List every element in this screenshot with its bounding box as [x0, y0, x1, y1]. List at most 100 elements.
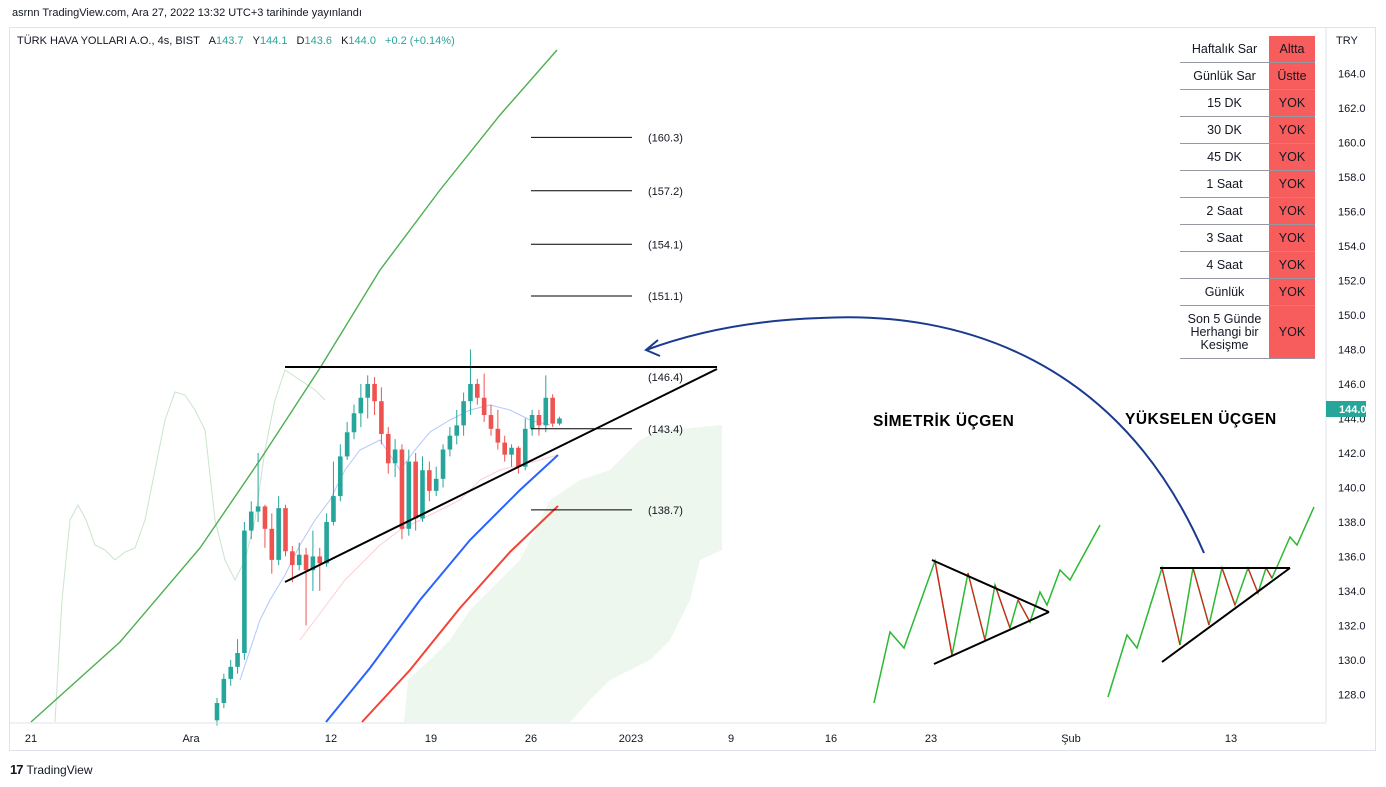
price-tick-label: 162.0 — [1338, 103, 1366, 115]
candle-body — [262, 506, 268, 529]
candle-body — [495, 428, 501, 443]
fib-level-label: (151.1) — [648, 291, 683, 303]
candle-body — [269, 528, 275, 560]
support-line — [284, 368, 718, 583]
sar-row: 15 DK YOK — [1180, 89, 1315, 117]
asc-tri-red-leg-2 — [1192, 567, 1210, 626]
sym-tri-lower-line — [933, 611, 1050, 665]
candle-body — [502, 442, 507, 455]
sym-tri-green-path — [873, 524, 1101, 704]
sar-row-status: Altta — [1269, 36, 1315, 63]
curved-arrow — [644, 316, 1205, 554]
last-price-badge: 144.0 — [1326, 401, 1367, 417]
fib-level-label: (157.2) — [648, 186, 683, 198]
time-tick-label: 26 — [525, 733, 537, 745]
symmetric-triangle-illustration — [873, 524, 1101, 704]
sma-red-line — [361, 505, 559, 723]
candle-body — [543, 397, 549, 426]
candle-body — [248, 511, 254, 531]
tradingview-logo-icon: 17 — [10, 762, 24, 777]
candle-body — [338, 456, 343, 497]
sar-row-label: 15 DK — [1180, 89, 1269, 117]
candle-body — [516, 447, 521, 467]
sar-row-status: YOK — [1269, 251, 1315, 279]
sar-row: Günlük Sar Üstte — [1180, 62, 1315, 90]
sym-tri-red-leg-3 — [994, 584, 1011, 629]
candle-body — [242, 530, 247, 654]
candle-body — [406, 461, 412, 529]
time-tick-label: 16 — [825, 733, 837, 745]
candle-body — [331, 496, 336, 522]
sar-row-status: YOK — [1269, 170, 1315, 198]
candle-body — [399, 449, 405, 529]
sar-row-status: YOK — [1269, 197, 1315, 225]
candle-body — [365, 383, 370, 398]
candle-body — [276, 508, 281, 560]
candle-body — [440, 449, 446, 479]
sar-status-table: Haftalık Sar Altta Günlük Sar Üstte 15 DK YOK… — [1180, 36, 1315, 359]
currency-label: TRY — [1336, 35, 1358, 47]
sar-row-label: Günlük — [1180, 278, 1269, 306]
price-axis[interactable]: 128.0 130.0 132.0 134.0 136.0 138.0 140.0 142.0… — [1338, 69, 1366, 702]
sym-tri-red-leg-1 — [934, 560, 953, 656]
sar-row-status: YOK — [1269, 143, 1315, 171]
triangle-trendlines — [284, 366, 718, 583]
ichimoku-conversion-line — [299, 454, 559, 641]
ichimoku-layer — [54, 369, 722, 723]
footer-branding[interactable]: 17 TradingView — [10, 762, 93, 777]
ascending-triangle-title: YÜKSELEN ÜÇGEN — [1125, 411, 1277, 428]
candle-body — [536, 415, 542, 426]
candle-body — [379, 401, 384, 434]
candle-body — [303, 554, 309, 571]
sar-row-status: YOK — [1269, 89, 1315, 117]
sma-blue-line — [325, 454, 559, 723]
candle-body — [529, 415, 535, 429]
candle-body — [310, 556, 316, 571]
last-price-badge-bg — [1326, 401, 1366, 417]
published-header: asrnn TradingView.com, Ara 27, 2022 13:3… — [12, 7, 362, 19]
sar-row: Son 5 Günde Herhangi bir Kesişme YOK — [1180, 305, 1315, 359]
asc-tri-red-leg-5 — [1265, 567, 1273, 579]
low-label: D — [296, 35, 305, 47]
candle-body — [550, 397, 555, 424]
price-tick-label: 132.0 — [1338, 620, 1366, 632]
candle-body — [344, 432, 350, 457]
fib-level-label: (138.7) — [648, 505, 683, 517]
candle-body — [317, 556, 323, 564]
ichimoku-lagging-span — [54, 369, 326, 723]
time-axis[interactable]: 21 Ara 12 19 26 2023 9 16 23 Şub 13 — [25, 733, 1237, 745]
price-tick-label: 140.0 — [1338, 482, 1366, 494]
sar-row-label: 4 Saat — [1180, 251, 1269, 279]
candle-body — [385, 433, 391, 464]
tradingview-brand: TradingView — [26, 762, 93, 777]
asc-tri-red-leg-4 — [1247, 567, 1259, 594]
fib-level-label: (160.3) — [648, 132, 683, 144]
sar-row-label: Haftalık Sar — [1180, 36, 1269, 63]
candlesticks — [214, 349, 562, 726]
sar-row: 4 Saat YOK — [1180, 251, 1315, 279]
time-tick-label: 21 — [25, 733, 37, 745]
asc-tri-red-leg-1 — [1161, 567, 1181, 646]
open-value: 143.7 — [216, 35, 244, 47]
close-value: 144.0 — [348, 35, 376, 47]
sar-row-label: Son 5 Günde Herhangi bir Kesişme — [1180, 305, 1269, 359]
candle-body — [427, 470, 432, 491]
sym-tri-upper-line — [931, 559, 1050, 613]
price-tick-label: 134.0 — [1338, 586, 1366, 598]
price-tick-label: 128.0 — [1338, 689, 1366, 701]
ichimoku-base-line — [239, 404, 551, 681]
sym-tri-red-leg-2 — [967, 572, 986, 641]
fibonacci-levels: (160.3) (157.2) (154.1) (151.1) (146.4) (143.… — [531, 132, 683, 517]
sar-row-label: 45 DK — [1180, 143, 1269, 171]
ichimoku-cloud — [404, 425, 722, 722]
price-tick-label: 150.0 — [1338, 310, 1366, 322]
candle-body — [509, 447, 514, 455]
price-tick-label: 142.0 — [1338, 448, 1366, 460]
sar-row: Haftalık Sar Altta — [1180, 36, 1315, 63]
chart-frame — [9, 27, 1376, 751]
candle-body — [475, 383, 480, 398]
fib-level-label: (143.4) — [648, 424, 683, 436]
candle-body — [214, 703, 220, 721]
sar-row-status: YOK — [1269, 116, 1315, 144]
